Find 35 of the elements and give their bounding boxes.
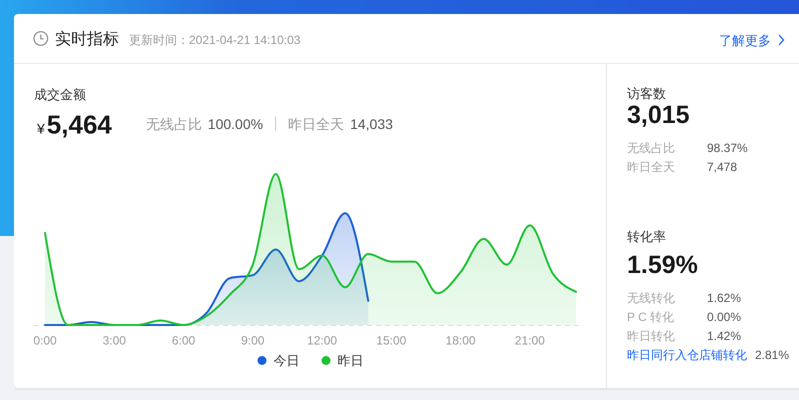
text: 昨日全天 <box>288 116 344 132</box>
text: 了解更多 <box>719 33 771 48</box>
text: 实时指标 <box>55 30 119 48</box>
text: 0.00% <box>707 310 742 324</box>
text: 昨日转化 <box>627 329 675 343</box>
text: 访客数 <box>627 86 666 101</box>
text: 2.81% <box>755 348 790 362</box>
x-tick-label: 0:00 <box>33 334 57 348</box>
text: 无线占比 <box>146 116 202 132</box>
text: 转化率 <box>627 229 666 244</box>
text: 7,478 <box>707 160 738 174</box>
x-tick-label: 6:00 <box>172 334 196 348</box>
legend-label: 今日 <box>274 353 300 368</box>
x-tick-label: 15:00 <box>376 334 407 348</box>
text: 无线占比 <box>627 141 675 155</box>
text: 98.37% <box>707 141 748 155</box>
x-tick-label: 21:00 <box>514 334 546 348</box>
chart-title: 成交金额 <box>34 87 86 102</box>
text: 14,033 <box>350 116 394 132</box>
text: 昨日全天 <box>627 160 675 174</box>
text: 无线转化 <box>627 291 675 305</box>
text: 昨日同行入仓店铺转化 <box>627 348 747 362</box>
text: 1.62% <box>707 291 742 305</box>
text: 1.42% <box>707 329 742 343</box>
legend-label: 昨日 <box>338 353 364 368</box>
x-tick-label: 9:00 <box>241 334 265 348</box>
x-tick-label: 3:00 <box>102 334 126 348</box>
x-tick-label: 18:00 <box>446 334 476 348</box>
text: 1.59% <box>627 251 698 279</box>
text: P C 转化 <box>627 310 674 324</box>
x-tick-label: 12:00 <box>307 334 338 348</box>
text: 100.00% <box>208 116 264 132</box>
text: ¥5,464 <box>36 110 112 140</box>
text: 更新时间：2021-04-21 14:10:03 <box>129 33 301 47</box>
text: 3,015 <box>627 101 690 129</box>
